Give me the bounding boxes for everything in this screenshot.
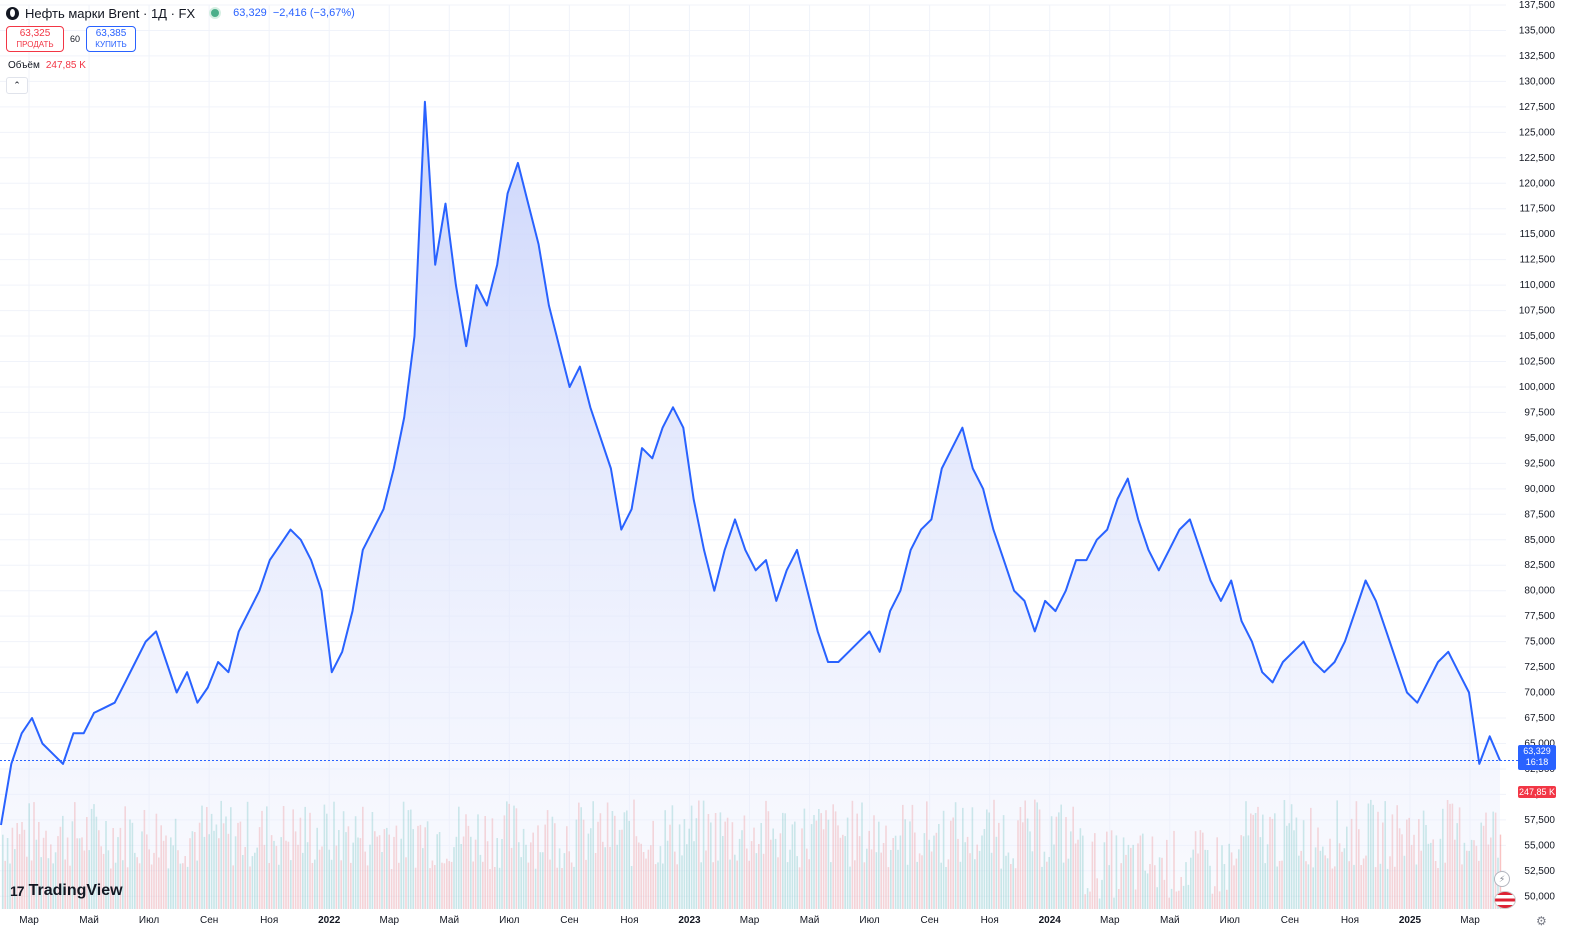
x-tick-label: Июл [499, 915, 519, 926]
x-tick-label: Май [439, 915, 459, 926]
x-tick-label: Мар [379, 915, 399, 926]
y-tick-label: 92,500 [1524, 458, 1555, 469]
tradingview-logo[interactable]: 17 TradingView [10, 882, 123, 900]
x-tick-label: Мар [740, 915, 760, 926]
price-area-fill [1, 101, 1500, 910]
x-tick-label: 2022 [318, 915, 341, 926]
symbol-header: Нефть марки Brent · 1Д · FX 63,329 −2,41… [6, 4, 355, 22]
symbol-title[interactable]: Нефть марки Brent · 1Д · FX [25, 5, 196, 21]
y-tick-label: 105,000 [1519, 331, 1556, 342]
price-line [0, 100, 1501, 826]
y-tick-label: 120,000 [1519, 178, 1556, 189]
gear-icon[interactable]: ⚙ [1536, 914, 1547, 928]
y-tick-label: 67,500 [1524, 713, 1555, 724]
buy-price: 63,385 [95, 28, 127, 39]
y-tick-label: 80,000 [1524, 586, 1555, 597]
volume-legend[interactable]: Объём 247,85 K [8, 60, 86, 71]
x-tick-label: Май [79, 915, 99, 926]
y-tick-label: 127,500 [1519, 102, 1556, 113]
x-tick-label: Мар [1100, 915, 1120, 926]
y-tick-label: 97,500 [1524, 407, 1555, 418]
tradingview-logo-icon: 17 [10, 883, 25, 899]
market-open-dot-icon [209, 7, 222, 19]
y-tick-label: 137,500 [1519, 0, 1556, 11]
last-price-tag: 63,329 16:18 [1518, 745, 1556, 770]
y-tick-label: 107,500 [1519, 306, 1556, 317]
y-tick-label: 75,000 [1524, 637, 1555, 648]
y-tick-label: 130,000 [1519, 76, 1556, 87]
x-tick-label: Май [1160, 915, 1180, 926]
y-tick-label: 50,000 [1524, 891, 1555, 902]
y-tick-label: 132,500 [1519, 51, 1556, 62]
y-tick-label: 100,000 [1519, 382, 1556, 393]
sell-button[interactable]: 63,325 ПРОДАТЬ [6, 26, 64, 52]
sell-label: ПРОДАТЬ [16, 40, 54, 49]
chevron-up-icon[interactable]: ⌃ [6, 77, 28, 94]
y-tick-label: 102,500 [1519, 357, 1556, 368]
x-tick-label: Мар [19, 915, 39, 926]
x-tick-label: Ноя [260, 915, 278, 926]
x-tick-label: 2025 [1399, 915, 1422, 926]
volume-value: 247,85 K [45, 60, 86, 71]
tradingview-logo-text: TradingView [28, 882, 123, 899]
x-tick-label: Июл [1220, 915, 1240, 926]
volume-label: Объём [8, 60, 40, 71]
x-tick-label: Мар [1460, 915, 1480, 926]
y-tick-label: 90,000 [1524, 484, 1555, 495]
y-tick-label: 117,500 [1520, 204, 1556, 215]
sell-price: 63,325 [19, 28, 51, 39]
x-tick-label: Ноя [981, 915, 999, 926]
y-tick-label: 85,000 [1524, 535, 1555, 546]
last-price: 63,329 [233, 7, 267, 19]
y-tick-label: 55,000 [1524, 840, 1555, 851]
x-tick-label: Май [800, 915, 820, 926]
buy-button[interactable]: 63,385 КУПИТЬ [86, 26, 137, 52]
bar-countdown: 16:18 [1525, 757, 1549, 767]
trade-buttons: 63,325 ПРОДАТЬ 60 63,385 КУПИТЬ [6, 26, 137, 52]
x-tick-label: Июл [859, 915, 879, 926]
x-tick-label: Ноя [620, 915, 638, 926]
y-tick-label: 82,500 [1524, 560, 1555, 571]
x-tick-label: Сен [200, 915, 218, 926]
y-tick-label: 65,000 [1524, 738, 1555, 749]
y-tick-label: 57,500 [1524, 815, 1555, 826]
buy-label: КУПИТЬ [95, 40, 127, 49]
y-tick-label: 110,000 [1520, 280, 1556, 291]
y-tick-label: 115,000 [1520, 229, 1556, 240]
last-price-tag-value: 63,329 [1523, 746, 1551, 756]
volume-tag: 247,85 K [1518, 786, 1556, 798]
x-tick-label: Июл [139, 915, 159, 926]
lightning-icon[interactable]: ⚡ [1494, 871, 1510, 887]
y-tick-label: 95,000 [1524, 433, 1555, 444]
x-tick-label: Сен [920, 915, 938, 926]
y-tick-label: 52,500 [1524, 866, 1555, 877]
y-tick-label: 70,000 [1524, 688, 1555, 699]
y-tick-label: 87,500 [1524, 509, 1555, 520]
time-axis: Мар Май Июл Сен Ноя 2022 Мар Май Июл Сен Ноя 2023 Ма… [19, 915, 1480, 926]
y-tick-label: 135,000 [1519, 25, 1556, 36]
us-flag-icon[interactable] [1494, 891, 1516, 909]
y-tick-label: 112,500 [1520, 255, 1556, 266]
y-tick-label: 72,500 [1524, 662, 1555, 673]
x-tick-label: 2023 [678, 915, 701, 926]
x-tick-label: Сен [560, 915, 578, 926]
y-tick-label: 77,500 [1524, 611, 1555, 622]
x-tick-label: Сен [1281, 915, 1299, 926]
x-tick-label: Ноя [1341, 915, 1359, 926]
x-tick-label: 2024 [1039, 915, 1062, 926]
y-tick-label: 125,000 [1519, 127, 1556, 138]
spread-value: 60 [70, 34, 81, 44]
price-change: −2,416 (−3,67%) [272, 7, 355, 19]
brent-oil-icon [6, 6, 19, 20]
y-tick-label: 122,500 [1519, 153, 1556, 164]
